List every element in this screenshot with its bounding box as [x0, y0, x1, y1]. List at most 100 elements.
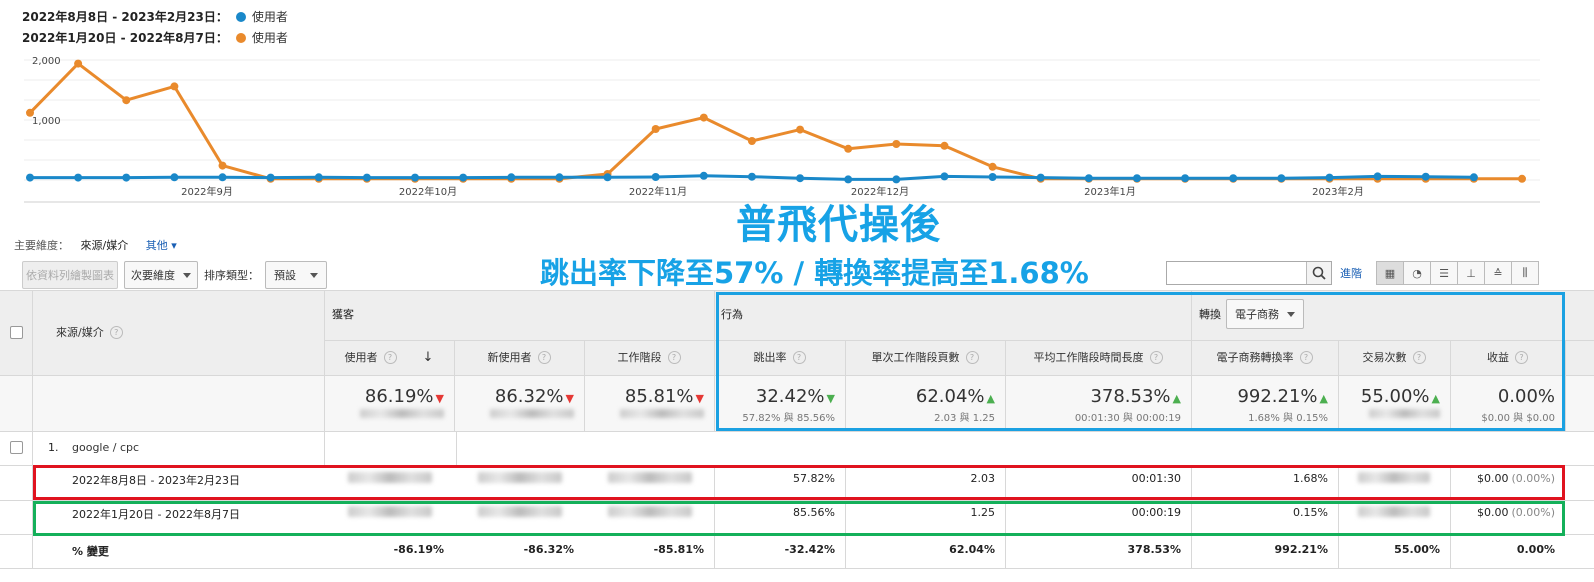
legend-series-previous: 使用者 [251, 31, 288, 45]
comparison-view-icon[interactable]: ⊥ [1457, 262, 1484, 284]
column-header[interactable]: 使用者? ↓ [344, 349, 434, 365]
column-header[interactable]: 跳出率? [714, 340, 845, 374]
change-label: % 變更 [72, 545, 109, 558]
help-icon[interactable]: ? [1515, 350, 1528, 364]
redacted-value [1358, 506, 1430, 517]
primary-dimension-bar: 主要維度： 來源/媒介 其他 ▾ [14, 237, 177, 253]
conversion-type-select[interactable]: 電子商務 [1226, 299, 1304, 329]
data-point [1373, 172, 1382, 181]
help-icon[interactable]: ? [792, 350, 806, 364]
column-header[interactable]: 收益? [1450, 340, 1565, 374]
redacted-value [608, 472, 692, 483]
change-value-cell: -86.32% [523, 543, 574, 556]
overlay-title: 普飛代操後 [736, 202, 941, 248]
total-cell: 86.19% ▼ [324, 386, 444, 418]
x-tick-label: 2022年11月 [629, 185, 687, 198]
data-point [26, 108, 34, 117]
data-point [699, 171, 708, 180]
grid-line [1565, 340, 1566, 431]
grid-line [0, 375, 1594, 376]
data-point [314, 173, 323, 182]
legend-item-previous: 2022年1月20日 - 2022年8月7日： 使用者 [22, 29, 288, 46]
data-point [266, 173, 275, 182]
data-point [844, 175, 853, 184]
table-search-input[interactable] [1166, 261, 1332, 285]
table-view-icon[interactable]: ▦ [1377, 262, 1403, 284]
help-icon[interactable]: ? [667, 350, 681, 364]
change-value-cell: -86.19% [393, 543, 444, 556]
trend-arrow-icon: ▼ [695, 392, 704, 405]
data-point [1181, 174, 1190, 183]
column-header[interactable]: 工作階段? [584, 340, 714, 374]
grid-line [32, 290, 33, 568]
search-button[interactable] [1306, 262, 1331, 284]
data-point [940, 141, 949, 150]
help-icon[interactable]: ? [1299, 350, 1313, 364]
other-dimension-link[interactable]: 其他 ▾ [145, 239, 177, 252]
data-point [459, 173, 468, 182]
period-value-cell [324, 472, 444, 483]
help-icon[interactable]: ? [965, 350, 979, 364]
help-icon[interactable]: ? [537, 350, 551, 364]
help-icon[interactable]: ? [383, 350, 397, 364]
data-point [74, 173, 83, 182]
select-all-checkbox[interactable] [10, 326, 23, 339]
trend-arrow-icon: ▼ [565, 392, 574, 405]
grid-line [1191, 290, 1192, 340]
column-header[interactable]: 交易次數? [1338, 340, 1450, 374]
grid-line [0, 431, 1594, 432]
users-line-chart: 2,000 1,000 2022年9月 2022年10月 2022年11月 2022年12… [24, 56, 1540, 203]
trend-arrow-icon: ▲ [1431, 392, 1440, 405]
grid-line [1450, 465, 1451, 568]
help-icon[interactable]: ? [109, 325, 123, 339]
trend-arrow-icon: ▲ [986, 392, 995, 405]
change-value-cell: 378.53% [1127, 543, 1181, 556]
period-value-cell: 57.82% [793, 472, 835, 485]
grid-line [1191, 465, 1192, 568]
trend-arrow-icon: ▲ [1319, 392, 1328, 405]
data-point [988, 162, 997, 171]
trend-arrow-icon: ▼ [826, 392, 835, 405]
sort-type-select[interactable]: 預設 [265, 261, 327, 289]
column-header[interactable]: 平均工作階段時間長度? [1005, 340, 1191, 374]
data-table: 來源/媒介? 獲客 行為 轉換 電子商務 使用者? ↓ 新使用者? 工作階段? 跳出率?… [0, 290, 1594, 582]
redacted-value [478, 506, 562, 517]
help-icon[interactable]: ? [1149, 350, 1163, 364]
data-point [1518, 174, 1526, 183]
total-cell: 378.53% ▲ 00:01:30 與 00:00:19 [1074, 386, 1181, 424]
row-checkbox[interactable] [10, 441, 23, 454]
data-point [892, 140, 901, 148]
period-value-cell [1338, 472, 1440, 483]
dimension-header[interactable]: 來源/媒介? [56, 320, 123, 344]
primary-dimension-value[interactable]: 來源/媒介 [80, 239, 129, 252]
grid-line [324, 290, 325, 465]
row-index: 1. [48, 441, 59, 454]
advanced-filter-link[interactable]: 進階 [1340, 267, 1362, 280]
sort-arrow-icon[interactable]: ↓ [422, 349, 434, 365]
help-icon[interactable]: ? [1412, 350, 1426, 364]
redacted-value [1358, 472, 1430, 483]
total-cell: 32.42% ▼ 57.82% 與 85.56% [742, 386, 835, 424]
bar-view-icon[interactable]: ☰ [1430, 262, 1457, 284]
pivot-view-icon[interactable]: ⫼ [1511, 262, 1538, 284]
change-value-cell: 62.04% [949, 543, 995, 556]
total-cell: 62.04% ▲ 2.03 與 1.25 [915, 386, 995, 424]
grid-line [1338, 465, 1339, 568]
plot-rows-button[interactable]: 依資料列繪製圖表 [22, 261, 118, 289]
total-cell: 55.00% ▲ [1338, 386, 1440, 418]
change-value-cell: 0.00% [1516, 543, 1555, 556]
secondary-dimension-select[interactable]: 次要維度 [124, 261, 198, 289]
period-value-cell [584, 472, 704, 483]
chevron-down-icon [183, 272, 191, 278]
column-header[interactable]: 新使用者? [454, 340, 584, 374]
row-source-medium[interactable]: google / cpc [72, 441, 140, 454]
column-header[interactable]: 單次工作階段頁數? [845, 340, 1005, 374]
pie-view-icon[interactable]: ◔ [1403, 262, 1430, 284]
grid-line [1005, 340, 1006, 431]
y-tick-label: 1,000 [32, 116, 61, 127]
change-value-cell: -85.81% [653, 543, 704, 556]
term-cloud-view-icon[interactable]: ≙ [1484, 262, 1511, 284]
total-cell: 992.21% ▲ 1.68% 與 0.15% [1237, 386, 1328, 424]
column-header[interactable]: 電子商務轉換率? [1191, 340, 1338, 374]
redacted-value [620, 409, 704, 418]
